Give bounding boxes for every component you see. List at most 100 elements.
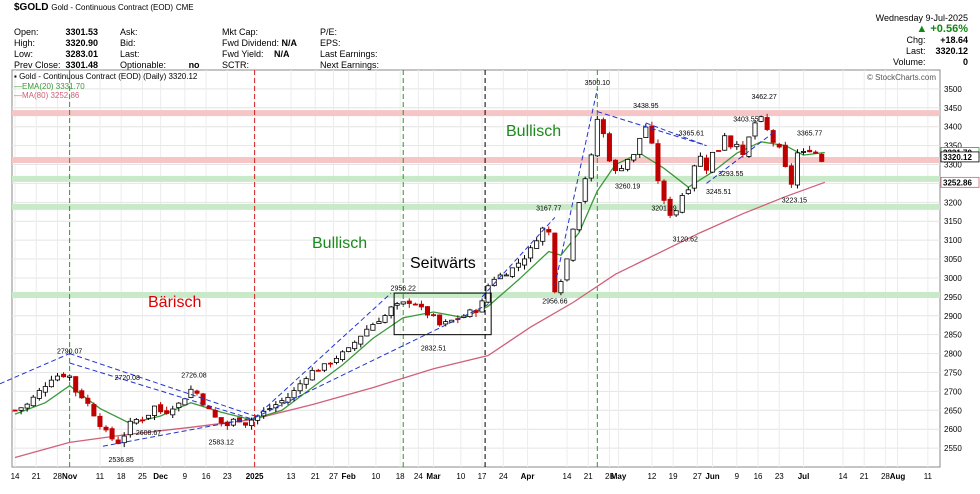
candle-body — [619, 168, 625, 172]
candle-body — [752, 122, 758, 137]
ma-legend-icon: — — [14, 91, 22, 100]
candle-body — [315, 369, 321, 372]
candle-body — [655, 143, 661, 182]
candle-body — [382, 315, 388, 323]
x-tick-label: Dec — [153, 472, 168, 481]
candle-body — [400, 301, 406, 305]
legend-main: ▪ Gold - Continuous Contract (EOD) (Dail… — [14, 72, 198, 81]
x-tick-label: 18 — [396, 472, 405, 481]
y-tick-label: 2850 — [944, 331, 962, 340]
candle-body — [807, 149, 813, 153]
candle-body — [643, 126, 649, 138]
candle-body — [297, 383, 303, 392]
price-label: 2956.66 — [542, 298, 567, 305]
x-tick-label: 13 — [287, 472, 296, 481]
price-label: 3260.19 — [615, 184, 640, 191]
y-tick-label: 2750 — [944, 368, 962, 377]
candle-body — [509, 267, 515, 277]
candle-body — [370, 324, 376, 331]
candle-body — [649, 125, 655, 144]
x-tick-label: 9 — [183, 472, 188, 481]
candle-body — [61, 373, 67, 378]
candle-body — [73, 376, 79, 393]
candle-body — [673, 210, 679, 216]
price-label: 3167.77 — [536, 206, 561, 213]
price-label: 2832.51 — [421, 345, 446, 352]
candle-legend-icon: ▪ — [14, 72, 17, 81]
x-tick-label: 14 — [839, 472, 848, 481]
up-arrow-icon: ▲ — [916, 23, 928, 35]
candle-body — [121, 435, 127, 444]
support-band — [12, 291, 940, 298]
candle-body — [667, 198, 673, 216]
candle-body — [534, 240, 540, 249]
price-label: 2608.67 — [136, 430, 161, 437]
price-label: 3365.61 — [679, 131, 704, 138]
candle-body — [327, 362, 333, 365]
plot-frame — [11, 69, 941, 468]
candle-body — [612, 159, 619, 172]
x-tick-label: 24 — [499, 472, 508, 481]
candle-body — [321, 363, 327, 371]
x-tick-label: 14 — [563, 472, 572, 481]
candle-body — [164, 410, 170, 414]
candle-body — [485, 285, 491, 303]
candle-body — [133, 419, 139, 424]
x-tick-label: Nov — [62, 472, 78, 481]
x-tick-label: 21 — [584, 472, 593, 481]
price-flag-label: 3320.12 — [943, 153, 972, 162]
candle-body — [606, 133, 612, 162]
candle-body — [576, 202, 582, 231]
candle-body — [788, 165, 794, 185]
y-tick-label: 3050 — [944, 255, 962, 264]
y-tick-label: 2950 — [944, 293, 962, 302]
price-flag — [940, 176, 980, 188]
quote-date: Wednesday 9-Jul-2025 — [875, 13, 968, 23]
candle-body — [722, 135, 728, 151]
y-tick-label: 2700 — [944, 387, 962, 396]
resistance-band — [12, 110, 940, 117]
candle-body — [242, 422, 249, 426]
candle-body — [188, 388, 194, 398]
resistance-band — [12, 156, 940, 163]
candle-body — [91, 404, 97, 417]
candle-body — [679, 195, 685, 213]
y-tick-label: 3350 — [944, 142, 962, 151]
candle-body — [734, 143, 740, 148]
candle-body — [291, 390, 297, 399]
x-tick-label: May — [611, 472, 627, 481]
x-tick-label: Jun — [705, 472, 719, 481]
candle-body — [776, 143, 782, 148]
candle-body — [85, 397, 91, 404]
candle-body — [431, 314, 437, 317]
candle-body — [728, 135, 734, 148]
candle-body — [67, 375, 73, 378]
candle-body — [333, 357, 340, 363]
instrument-name: Gold - Continuous Contract (EOD) — [51, 3, 174, 12]
candle-body — [588, 154, 594, 179]
candle-body — [224, 421, 230, 427]
y-tick-label: 3150 — [944, 217, 962, 226]
price-label: 3438.95 — [633, 103, 658, 110]
legend-ema: —EMA(20) 3331.70 — [14, 82, 85, 91]
candle-body — [564, 258, 570, 281]
y-tick-label: 2650 — [944, 406, 962, 415]
annotation-bullisch-2: Bullisch — [506, 123, 562, 140]
price-label: 3201.89 — [651, 206, 676, 213]
candle-body — [79, 390, 85, 399]
candle-body — [631, 154, 637, 161]
candle-body — [801, 151, 807, 153]
x-tick-label: 18 — [117, 472, 126, 481]
header-col1-values: 3301.53 3320.90 3283.01 3301.48 — [65, 27, 98, 70]
trend-line — [69, 362, 255, 421]
ma80-line — [14, 181, 826, 459]
candle-body — [358, 335, 364, 345]
support-band — [12, 203, 940, 210]
header-col3: Mkt Cap: Fwd Dividend: N/A Fwd Yield: N/… — [222, 27, 298, 70]
candle-body — [691, 165, 697, 189]
candle-body — [218, 417, 224, 424]
candle-body — [279, 400, 285, 404]
y-tick-label: 3000 — [944, 274, 962, 283]
chart-title: $GOLD Gold - Continuous Contract (EOD) C… — [14, 2, 194, 13]
